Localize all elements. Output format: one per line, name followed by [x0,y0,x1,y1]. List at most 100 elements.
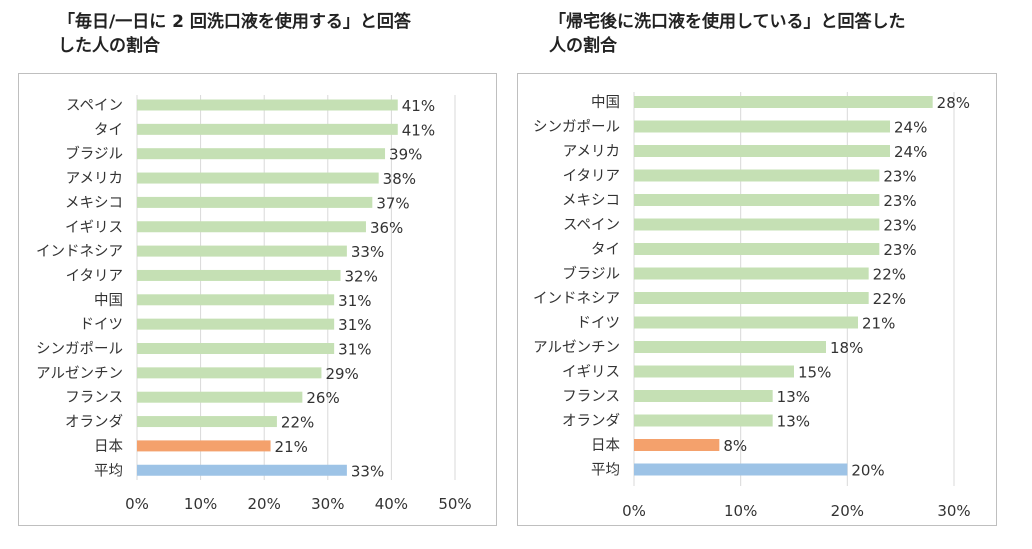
data-label: 31% [338,292,371,310]
x-tick-label: 50% [438,495,471,513]
bar [634,194,880,206]
category-label: 日本 [591,437,620,454]
data-label: 23% [883,192,916,210]
data-label: 41% [402,97,435,115]
bar [137,245,347,257]
category-label: フランス [65,390,123,406]
bar [137,440,271,452]
category-label: スペイン [66,98,123,114]
category-label: タイ [94,121,123,138]
bar [137,391,303,403]
data-label: 21% [275,438,308,456]
category-label: アメリカ [563,144,620,160]
category-label: スペイン [563,218,620,234]
category-label: 日本 [94,438,123,455]
x-tick-label: 30% [937,502,970,520]
data-label: 32% [345,267,378,285]
data-label: 23% [883,168,916,186]
bar [634,463,848,476]
category-label: イタリア [563,168,620,185]
bar [634,316,858,329]
x-tick-label: 30% [311,495,344,513]
data-label: 20% [851,462,884,480]
data-label: 29% [325,365,358,383]
chart-title-line-1: 「帰宅後に洗口液を使用している」と回答した [549,12,906,32]
x-tick-label: 0% [622,502,646,520]
bar [137,148,386,160]
bar [137,99,398,111]
data-label: 31% [338,341,371,359]
category-label: アメリカ [66,171,123,187]
bar [634,145,890,157]
bar [137,343,335,354]
category-label: タイ [591,241,620,258]
category-label: 平均 [591,462,620,479]
chart-title: 「帰宅後に洗口液を使用している」と回答した 人の割合 [549,10,1032,58]
chart-title-line-2: した人の割合 [58,36,160,56]
x-tick-label: 20% [248,495,281,513]
bar [137,221,366,233]
bar [137,196,373,208]
category-label: アルゼンチン [36,365,123,382]
category-label: イギリス [65,219,123,236]
bar [634,267,869,280]
bar [137,464,347,476]
bar [634,96,933,108]
x-tick-label: 10% [184,495,217,513]
data-label: 15% [798,364,831,382]
x-tick-label: 20% [831,502,864,520]
category-label: ドイツ [577,316,621,332]
data-label: 28% [937,94,970,112]
data-label: 23% [883,217,916,235]
category-label: メキシコ [65,195,123,211]
chart-title-line-2: 人の割合 [549,36,617,56]
data-label: 36% [370,219,403,237]
bar [634,341,826,353]
category-label: インドネシア [533,290,620,307]
bar [137,172,379,184]
bar [634,414,773,427]
bar [634,169,880,182]
chart-title: 「毎日/一日に 2 回洗口液を使用する」と回答 した人の割合 [58,10,548,58]
bar [137,123,398,135]
data-label: 18% [830,339,863,357]
category-label: 中国 [591,94,620,111]
category-label: シンガポール [533,119,620,136]
x-tick-label: 40% [375,495,408,513]
data-label: 33% [351,462,384,480]
data-label: 37% [376,194,409,212]
bar [137,416,277,428]
data-label: 8% [723,437,747,455]
category-label: オランダ [562,413,620,430]
bar [137,367,322,379]
bar [137,294,335,306]
bar [634,365,794,378]
category-label: インドネシア [36,243,123,260]
category-label: ドイツ [80,317,124,333]
x-tick-label: 10% [724,502,757,520]
bar [634,218,880,231]
data-label: 39% [389,146,422,164]
data-label: 13% [777,413,810,431]
bar [634,120,890,133]
bar [634,439,720,451]
data-label: 23% [883,241,916,259]
category-label: シンガポール [36,341,123,358]
category-label: 平均 [94,462,123,479]
category-label: ブラジル [562,265,620,283]
chart-title-line-1: 「毎日/一日に 2 回洗口液を使用する」と回答 [58,12,411,32]
data-label: 24% [894,119,927,137]
data-label: 26% [306,389,339,407]
data-label: 24% [894,143,927,161]
data-label: 22% [873,266,906,284]
category-label: ブラジル [65,145,123,163]
data-label: 41% [402,121,435,139]
bar [137,318,335,330]
data-label: 22% [281,414,314,432]
category-label: フランス [562,389,620,405]
category-label: オランダ [65,414,123,431]
category-label: イギリス [562,364,620,381]
data-label: 21% [862,315,895,333]
bar [634,292,869,304]
